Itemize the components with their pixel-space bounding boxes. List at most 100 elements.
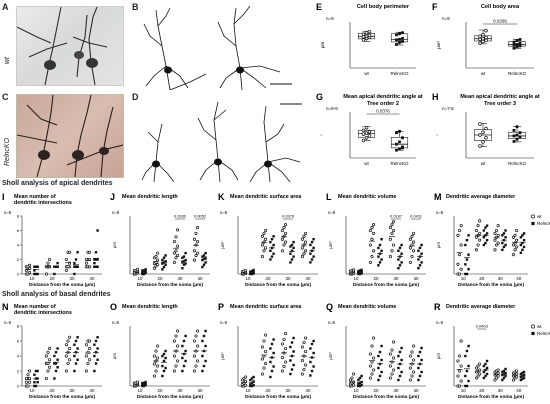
data-point <box>504 236 507 239</box>
data-point <box>152 266 156 270</box>
data-point <box>420 261 423 264</box>
data-point <box>519 243 523 247</box>
relnko-tracing-drawing <box>141 101 302 183</box>
data-point <box>76 358 79 361</box>
panel-letter: Q <box>326 302 333 312</box>
data-point <box>264 333 268 337</box>
data-point <box>368 260 372 264</box>
data-point <box>96 347 99 350</box>
data-point <box>388 255 392 259</box>
y-axis-label: ° <box>320 134 325 136</box>
data-point <box>518 44 522 48</box>
data-point <box>292 240 295 244</box>
data-point <box>264 237 268 241</box>
data-point <box>484 136 488 140</box>
data-point <box>485 366 489 370</box>
data-point <box>201 339 204 343</box>
data-point <box>93 258 96 261</box>
x-tick-label: 30 <box>498 388 504 393</box>
data-point <box>511 378 516 382</box>
data-point <box>465 272 469 276</box>
data-point <box>88 346 92 351</box>
y-axis-label: μm³ <box>328 241 333 249</box>
wt-tracing-drawing <box>143 5 292 91</box>
data-point <box>482 243 486 247</box>
data-point <box>377 366 380 370</box>
data-point <box>56 261 59 265</box>
chart-q-basal-volume: Q Mean dendritic volume n=9 μm³ 10 20 30 40Dist… <box>326 302 426 400</box>
data-point <box>484 226 487 229</box>
x-axis-label: Distance from the soma (μm) <box>353 394 420 400</box>
data-point <box>360 383 363 387</box>
data-point <box>300 237 304 241</box>
x-axis-label: Distance from the soma (μm) <box>245 394 312 400</box>
data-point <box>54 265 58 268</box>
data-point <box>36 381 39 384</box>
data-point <box>162 352 166 356</box>
data-point <box>512 40 516 44</box>
data-point <box>292 350 295 353</box>
data-point <box>504 229 507 232</box>
p-value: 0.0052 <box>194 214 207 219</box>
data-point <box>249 271 252 275</box>
data-point <box>136 380 140 384</box>
x-tick-label: RelncKO <box>508 71 527 76</box>
data-point <box>302 340 306 345</box>
data-point <box>457 272 462 276</box>
data-point <box>46 261 50 265</box>
x-tick-label: wt <box>364 161 369 166</box>
data-point <box>352 268 356 272</box>
data-point <box>53 272 56 276</box>
data-point <box>192 369 196 373</box>
data-point <box>176 253 180 257</box>
data-point <box>28 376 32 381</box>
data-point <box>370 226 374 230</box>
data-point <box>53 265 56 268</box>
data-point <box>184 258 187 262</box>
data-point <box>522 370 526 374</box>
data-point <box>408 366 412 370</box>
data-point <box>400 252 403 255</box>
data-point <box>176 329 180 333</box>
data-point <box>290 243 294 247</box>
data-point <box>358 381 362 385</box>
data-point <box>364 131 369 135</box>
data-point <box>181 344 184 348</box>
data-point <box>302 234 306 238</box>
y-axis-label: μm <box>436 353 441 359</box>
data-point <box>377 246 380 250</box>
data-point <box>162 265 166 269</box>
data-point <box>496 233 500 237</box>
data-point <box>174 235 178 239</box>
data-point <box>515 39 519 42</box>
data-point <box>390 223 394 227</box>
data-point <box>372 231 376 235</box>
data-point <box>464 243 467 247</box>
x-tick-label: 20 <box>157 388 163 393</box>
data-point <box>196 359 200 363</box>
chart-title: Mean dendritic surface area <box>230 304 302 310</box>
data-point <box>412 370 416 374</box>
data-point <box>352 383 356 387</box>
x-tick-label: 30 <box>393 388 399 393</box>
data-point <box>33 269 36 272</box>
data-point <box>300 372 304 376</box>
data-point <box>457 369 462 373</box>
data-point <box>280 249 284 253</box>
data-point <box>86 361 90 366</box>
data-point <box>94 339 98 343</box>
data-point <box>64 268 68 272</box>
data-point <box>408 237 412 241</box>
data-point <box>201 354 204 358</box>
data-point <box>202 364 206 368</box>
data-point <box>74 258 78 261</box>
y-axis-label: μm² <box>220 241 225 249</box>
data-point <box>164 356 167 360</box>
data-point <box>84 369 88 373</box>
n-label: n=9 <box>436 210 444 215</box>
data-point <box>289 345 292 349</box>
data-point <box>368 243 372 247</box>
data-point <box>398 374 402 378</box>
